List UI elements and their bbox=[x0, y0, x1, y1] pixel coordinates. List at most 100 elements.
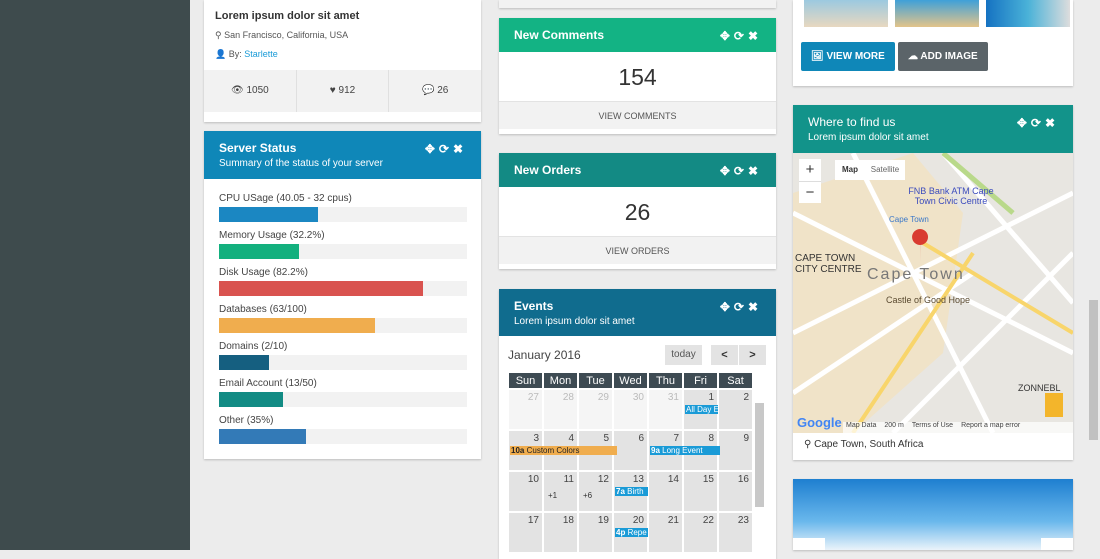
calendar-day[interactable]: 13 7a Birth bbox=[614, 472, 648, 511]
terms-link[interactable]: Terms of Use bbox=[911, 422, 954, 429]
calendar-day[interactable]: 28 bbox=[544, 390, 577, 429]
day-number: 1 bbox=[708, 392, 714, 403]
panel-title: New Comments bbox=[514, 28, 605, 42]
calendar-day[interactable]: 14 bbox=[649, 472, 682, 511]
label-castle: Castle of Good Hope bbox=[886, 295, 971, 305]
move-icon[interactable]: ✥ bbox=[424, 142, 439, 156]
panel-title: Events bbox=[514, 299, 554, 313]
satellite-tab[interactable]: Satellite bbox=[865, 160, 905, 180]
comments-stat[interactable]: 💬 26 bbox=[389, 70, 481, 112]
calendar-day[interactable]: 21 bbox=[649, 513, 682, 552]
calendar-day[interactable]: 1 All Day E bbox=[684, 390, 718, 429]
progress-fill bbox=[219, 281, 423, 296]
refresh-icon[interactable]: ⟳ bbox=[1030, 116, 1045, 130]
day-number: 17 bbox=[527, 515, 539, 526]
server-status-panel: Server Status Summary of the status of y… bbox=[204, 131, 481, 459]
label-zonnebloem: ZONNEBL bbox=[1018, 383, 1061, 393]
calendar-day[interactable]: 19 bbox=[579, 513, 612, 552]
more-events-link[interactable]: +6 bbox=[583, 491, 593, 500]
gallery-image[interactable] bbox=[986, 0, 1070, 27]
label-city-centre: CAPE TOWN CITY CENTRE bbox=[795, 253, 862, 275]
move-icon[interactable]: ✥ bbox=[719, 164, 734, 178]
close-icon[interactable]: ✖ bbox=[747, 300, 762, 314]
progress-fill bbox=[219, 244, 299, 259]
calendar-day[interactable]: 12 +6 bbox=[579, 472, 612, 511]
by-label: By: bbox=[228, 49, 242, 59]
next-month-button[interactable]: > bbox=[739, 345, 766, 365]
calendar-event[interactable]: 9a Long Event bbox=[650, 446, 720, 455]
prev-month-button[interactable]: < bbox=[711, 345, 738, 365]
calendar-day[interactable]: 10 bbox=[509, 472, 542, 511]
day-number: 14 bbox=[667, 474, 679, 485]
calendar-day[interactable]: 7 9a Long Event bbox=[649, 431, 720, 470]
calendar-event[interactable]: 7a Birth bbox=[615, 487, 648, 496]
calendar-day[interactable]: 11 +1 bbox=[544, 472, 577, 511]
view-more-button[interactable]: 🖼 VIEW MORE bbox=[801, 42, 895, 71]
event-title: Long Event bbox=[662, 446, 703, 455]
calendar-day[interactable]: 18 bbox=[544, 513, 577, 552]
map[interactable]: + − Map Satellite FNB Bank ATM Cape Town… bbox=[793, 153, 1073, 433]
calendar-day[interactable]: 3 10a Custom Colors bbox=[509, 431, 617, 470]
refresh-icon[interactable]: ⟳ bbox=[733, 300, 748, 314]
add-image-button[interactable]: ☁ ADD IMAGE bbox=[898, 42, 988, 71]
view-orders-button[interactable]: VIEW ORDERS bbox=[499, 236, 776, 264]
calendar-event[interactable]: All Day E bbox=[685, 405, 718, 414]
move-icon[interactable]: ✥ bbox=[719, 300, 734, 314]
move-icon[interactable]: ✥ bbox=[719, 29, 734, 43]
today-button[interactable]: today bbox=[665, 345, 702, 365]
day-number: 4 bbox=[568, 433, 574, 444]
progress-fill bbox=[219, 429, 306, 444]
close-icon[interactable]: ✖ bbox=[1044, 116, 1059, 130]
status-bar-row: CPU USage (40.05 - 32 cpus) bbox=[219, 184, 467, 222]
calendar-day[interactable]: 27 bbox=[509, 390, 542, 429]
likes-stat[interactable]: ♥ 912 bbox=[297, 70, 390, 112]
author-link[interactable]: Starlette bbox=[244, 49, 278, 59]
map-tab[interactable]: Map bbox=[835, 160, 865, 180]
calendar-day[interactable]: 15 bbox=[684, 472, 717, 511]
calendar-event[interactable]: 4p Repe bbox=[615, 528, 648, 537]
map-address: Cape Town, South Africa bbox=[814, 439, 924, 450]
calendar-day[interactable]: 30 bbox=[614, 390, 647, 429]
calendar-day[interactable]: 29 bbox=[579, 390, 612, 429]
refresh-icon[interactable]: ⟳ bbox=[733, 164, 748, 178]
calendar-day[interactable]: 16 bbox=[719, 472, 752, 511]
day-number: 7 bbox=[673, 433, 679, 444]
calendar-day[interactable]: 17 bbox=[509, 513, 542, 552]
day-number: 21 bbox=[667, 515, 679, 526]
calendar-day[interactable]: 20 4p Repe bbox=[614, 513, 648, 552]
calendar-scrollbar[interactable] bbox=[755, 403, 764, 507]
refresh-icon[interactable]: ⟳ bbox=[733, 29, 748, 43]
calendar-day[interactable]: 6 bbox=[614, 431, 647, 470]
sidebar bbox=[0, 0, 190, 550]
zoom-out-button[interactable]: − bbox=[799, 181, 821, 203]
new-comments-panel: New Comments ✥⟳✖ 154 VIEW COMMENTS bbox=[499, 18, 776, 134]
calendar-day[interactable]: 22 bbox=[684, 513, 717, 552]
weekday-header: Fri bbox=[684, 373, 717, 388]
close-icon[interactable]: ✖ bbox=[747, 164, 762, 178]
day-number: 3 bbox=[533, 433, 539, 444]
gallery-image[interactable] bbox=[895, 0, 979, 27]
calendar-day[interactable]: 9 bbox=[719, 431, 752, 470]
map-data-link[interactable]: Map Data bbox=[846, 422, 877, 429]
calendar-day[interactable]: 2 bbox=[719, 390, 752, 429]
slider-next-button[interactable] bbox=[1041, 538, 1073, 550]
more-events-link[interactable]: +1 bbox=[548, 491, 558, 500]
calendar-event[interactable]: 10a Custom Colors bbox=[510, 446, 617, 455]
close-icon[interactable]: ✖ bbox=[452, 142, 467, 156]
slider-prev-button[interactable] bbox=[793, 538, 825, 550]
report-link[interactable]: Report a map error bbox=[961, 422, 1021, 429]
close-icon[interactable]: ✖ bbox=[747, 29, 762, 43]
calendar-day[interactable]: 31 bbox=[649, 390, 682, 429]
image-icon: 🖼 bbox=[811, 51, 824, 62]
gallery-image[interactable] bbox=[804, 0, 888, 27]
weekday-header: Tue bbox=[579, 373, 612, 388]
location: San Francisco, California, USA bbox=[224, 30, 349, 40]
refresh-icon[interactable]: ⟳ bbox=[438, 142, 453, 156]
move-icon[interactable]: ✥ bbox=[1016, 116, 1031, 130]
event-time: 10a bbox=[511, 446, 525, 455]
calendar-day[interactable]: 23 bbox=[719, 513, 752, 552]
zoom-in-button[interactable]: + bbox=[799, 159, 821, 181]
street-view-pegman[interactable] bbox=[1045, 393, 1063, 417]
page-scrollbar[interactable] bbox=[1089, 300, 1098, 440]
view-comments-button[interactable]: VIEW COMMENTS bbox=[499, 101, 776, 129]
